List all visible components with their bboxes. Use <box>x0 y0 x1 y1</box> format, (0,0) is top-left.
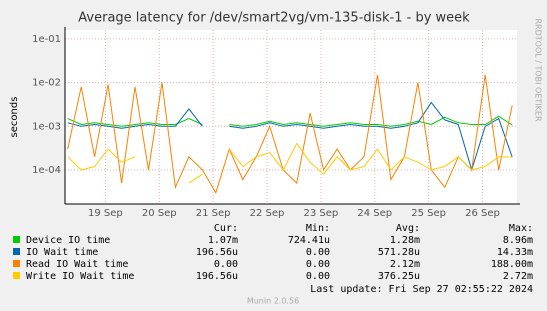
legend-stat: 571.28u <box>378 247 420 258</box>
last-update: Last update: Fri Sep 27 02:55:22 2024 <box>310 284 533 295</box>
legend-header: Cur: <box>214 223 238 234</box>
legend-stat: 2.72m <box>503 271 533 282</box>
legend-stat: 376.25u <box>378 271 420 282</box>
y-axis-label: seconds <box>9 97 20 138</box>
x-tick-label: 23 Sep <box>304 208 339 219</box>
legend-stat: 8.96m <box>503 235 533 246</box>
legend-stat: 724.41u <box>288 235 330 246</box>
x-tick-label: 25 Sep <box>411 208 446 219</box>
legend-stat: 0.00 <box>306 271 330 282</box>
legend-stat: 0.00 <box>306 247 330 258</box>
legend-swatch <box>13 260 20 267</box>
legend-header: Avg: <box>396 223 420 234</box>
y-tick-label: 1e-01 <box>32 34 61 45</box>
series-line <box>67 142 513 184</box>
chart-title: Average latency for /dev/smart2vg/vm-135… <box>78 11 470 26</box>
x-tick-label: 24 Sep <box>357 208 392 219</box>
legend-stat: 1.07m <box>208 235 238 246</box>
lines <box>67 74 513 195</box>
legend-stat: 0.00 <box>214 259 238 270</box>
legend-swatch <box>13 248 20 255</box>
legend: Cur: Min: Avg: Max: Device IO time 1.07m 724.4… <box>13 223 533 282</box>
legend-stat: 196.56u <box>196 247 238 258</box>
legend-stat: 0.00 <box>306 259 330 270</box>
x-tick-label: 21 Sep <box>196 208 231 219</box>
legend-label: IO Wait time <box>26 247 98 258</box>
legend-header: Max: <box>509 223 533 234</box>
grid: 1e-04 1e-03 1e-02 1e-01 19 Sep 20 Sep 21 Sep 22… <box>32 30 517 219</box>
legend-label: Read IO Wait time <box>26 259 128 270</box>
legend-swatch <box>13 272 20 279</box>
series-line <box>67 101 513 172</box>
legend-label: Device IO time <box>26 235 110 246</box>
x-tick-label: 19 Sep <box>88 208 123 219</box>
y-tick-label: 1e-03 <box>32 121 61 132</box>
legend-header: Min: <box>306 223 330 234</box>
side-text: RRDTOOL / TOBI OETIKER <box>534 18 543 121</box>
x-tick-label: 22 Sep <box>250 208 285 219</box>
series-line <box>67 74 513 195</box>
legend-stat: 188.00m <box>491 259 533 270</box>
x-tick-label: 20 Sep <box>142 208 177 219</box>
legend-stat: 1.28m <box>390 235 420 246</box>
legend-stat: 196.56u <box>196 271 238 282</box>
x-tick-label: 26 Sep <box>465 208 500 219</box>
legend-label: Write IO Wait time <box>26 271 134 282</box>
legend-swatch <box>13 236 20 243</box>
footer: Munin 2.0.56 <box>247 297 299 306</box>
legend-stat: 2.12m <box>390 259 420 270</box>
legend-stat: 14.33m <box>497 247 533 258</box>
y-tick-label: 1e-02 <box>32 78 61 89</box>
series-line <box>67 115 513 127</box>
y-tick-label: 1e-04 <box>32 165 61 176</box>
